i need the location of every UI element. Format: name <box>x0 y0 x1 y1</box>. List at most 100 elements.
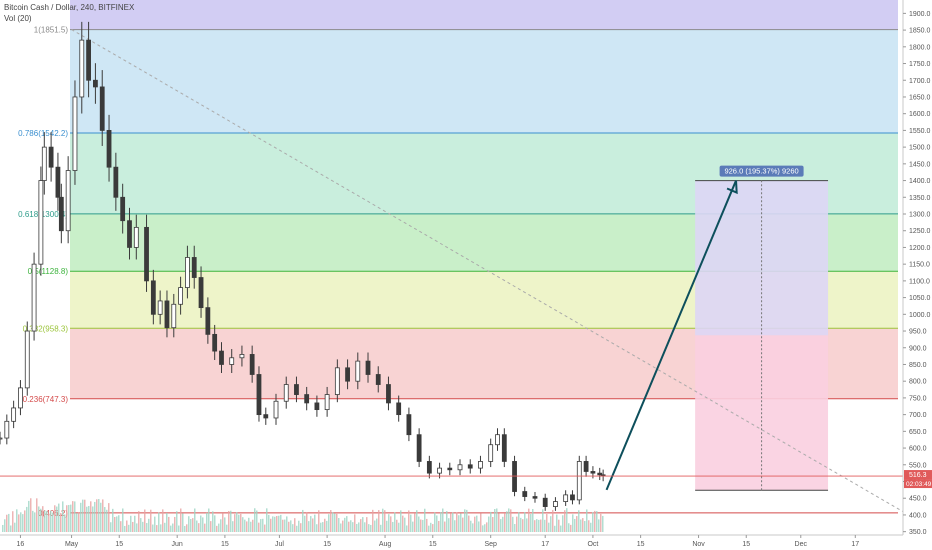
candle-body[interactable] <box>58 196 64 232</box>
volume-bar <box>530 514 532 532</box>
candle-body[interactable] <box>249 354 255 375</box>
candle-body[interactable] <box>324 394 330 411</box>
candle-body[interactable] <box>273 400 279 419</box>
volume-bar <box>362 517 364 532</box>
volume-bar <box>90 501 92 532</box>
candle-body[interactable] <box>120 196 126 222</box>
candle-body[interactable] <box>79 39 85 98</box>
volume-bar <box>130 515 132 532</box>
candle-body[interactable] <box>467 464 473 469</box>
candle-body[interactable] <box>198 277 204 309</box>
volume-bar <box>436 515 438 532</box>
candle-body[interactable] <box>178 287 184 305</box>
candle-body[interactable] <box>55 166 61 198</box>
candle-body[interactable] <box>304 394 310 404</box>
candle-body[interactable] <box>570 494 575 501</box>
candle-body[interactable] <box>590 471 596 474</box>
candle-body[interactable] <box>512 461 517 492</box>
volume-bar <box>116 516 118 532</box>
forecast-arrow-shaft[interactable] <box>605 180 737 491</box>
candle-body[interactable] <box>65 170 71 232</box>
candle-body[interactable] <box>106 130 112 168</box>
candle-body[interactable] <box>314 402 320 411</box>
candle-body[interactable] <box>48 146 54 168</box>
candle-body[interactable] <box>386 384 391 404</box>
volume-bar <box>16 509 18 532</box>
candle-body[interactable] <box>426 461 432 474</box>
candle-body[interactable] <box>501 434 507 462</box>
price-axis-label: 1050.0 <box>909 295 931 302</box>
candle-body[interactable] <box>457 464 463 471</box>
candle-body[interactable] <box>171 303 177 329</box>
candle-body[interactable] <box>294 384 299 395</box>
candle-body[interactable] <box>375 374 381 385</box>
candle-body[interactable] <box>478 461 483 469</box>
candle-body[interactable] <box>24 330 30 389</box>
candle-body[interactable] <box>437 467 442 474</box>
price-axis-label: 1900.0 <box>909 11 931 18</box>
candle-body[interactable] <box>0 437 3 440</box>
candle-body[interactable] <box>488 444 494 462</box>
candle-body[interactable] <box>563 494 569 502</box>
candle-body[interactable] <box>263 414 269 419</box>
candle-body[interactable] <box>93 79 98 88</box>
volume-bar <box>442 508 444 532</box>
candle-body[interactable] <box>365 360 371 375</box>
candle-body[interactable] <box>133 226 139 248</box>
candle-body[interactable] <box>406 414 412 436</box>
candle-body[interactable] <box>164 300 170 329</box>
candle-body[interactable] <box>334 367 340 395</box>
candle-body[interactable] <box>113 166 119 198</box>
candle-body[interactable] <box>396 402 402 416</box>
volume-bar <box>218 523 220 532</box>
candle-body[interactable] <box>212 333 218 352</box>
volume-bar <box>276 516 278 532</box>
candle-body[interactable] <box>38 180 44 265</box>
candle-body[interactable] <box>4 420 10 439</box>
volume-bar <box>192 518 194 532</box>
candle-body[interactable] <box>31 263 37 332</box>
candle-body[interactable] <box>447 467 453 471</box>
candle-body[interactable] <box>345 367 350 382</box>
candle-body[interactable] <box>72 96 78 171</box>
volume-bar <box>56 506 58 532</box>
candle-body[interactable] <box>583 461 589 472</box>
candle-body[interactable] <box>191 257 197 278</box>
candle-body[interactable] <box>283 384 289 402</box>
volume-bar <box>338 518 340 532</box>
candle-body[interactable] <box>355 360 361 382</box>
time-axis-label: Dec <box>795 541 808 548</box>
volume-bar <box>468 515 470 532</box>
candle-body[interactable] <box>229 357 235 365</box>
candle-body[interactable] <box>18 387 23 409</box>
candle-body[interactable] <box>522 491 528 497</box>
candle-body[interactable] <box>144 226 149 282</box>
candle-body[interactable] <box>185 257 190 288</box>
candle-body[interactable] <box>553 501 558 507</box>
candle-body[interactable] <box>219 350 224 365</box>
candle-body[interactable] <box>11 407 17 422</box>
candle-body[interactable] <box>576 461 582 501</box>
candle-body[interactable] <box>99 86 105 131</box>
volume-bar <box>212 511 214 532</box>
volume-bar <box>132 521 134 532</box>
volume-bar <box>124 525 126 532</box>
candle-body[interactable] <box>86 39 91 81</box>
candle-body[interactable] <box>41 146 47 181</box>
candle-body[interactable] <box>532 496 538 499</box>
candle-body[interactable] <box>597 472 603 476</box>
candle-body[interactable] <box>150 280 156 315</box>
candle-body[interactable] <box>127 220 132 248</box>
trendline[interactable] <box>71 29 904 513</box>
candle-body[interactable] <box>205 307 211 335</box>
candle-body[interactable] <box>239 354 245 359</box>
price-axis-label: 1200.0 <box>909 245 931 252</box>
candle-body[interactable] <box>416 434 422 462</box>
candle-body[interactable] <box>157 300 163 315</box>
candle-body[interactable] <box>256 374 262 416</box>
candle-body[interactable] <box>542 497 548 507</box>
candle-body[interactable] <box>495 434 500 446</box>
volume-bar <box>138 511 140 532</box>
